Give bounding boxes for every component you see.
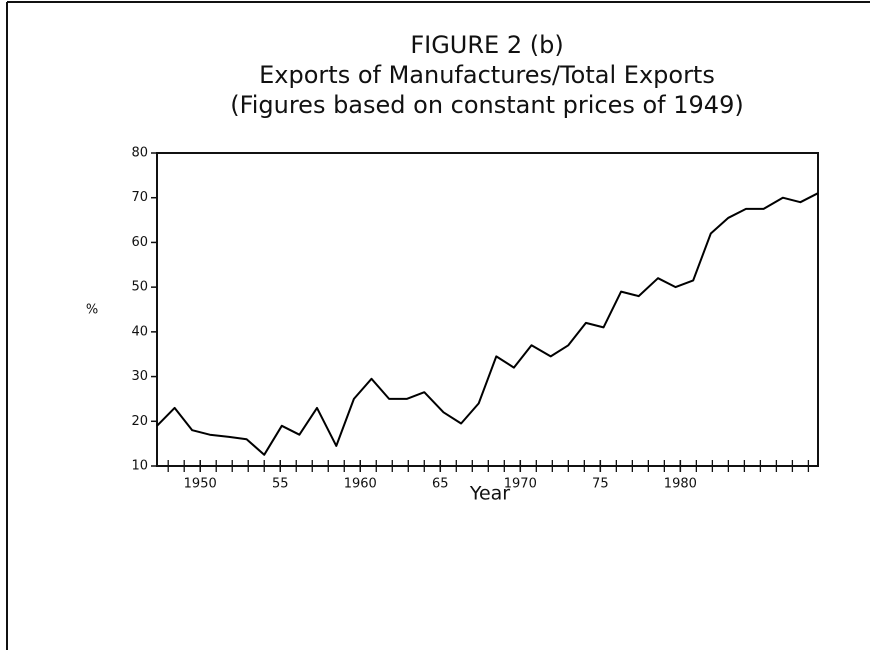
y-tick-label: 60 [131, 235, 148, 250]
y-tick-label: 40 [131, 324, 148, 339]
y-tick-label: 80 [131, 146, 148, 161]
x-tick-label: 1980 [664, 477, 697, 492]
x-tick-label: 1960 [344, 477, 377, 492]
x-axis-label: Year [469, 483, 510, 505]
chart-subtitle: Exports of Manufactures/Total Exports [259, 61, 715, 89]
x-tick-label: 65 [432, 477, 449, 492]
plot-frame [156, 152, 819, 467]
x-tick-label: 55 [272, 477, 289, 492]
y-tick-label: 20 [131, 414, 148, 429]
y-tick-label: 30 [131, 369, 148, 384]
chart-subtitle: (Figures based on constant prices of 194… [230, 91, 743, 119]
y-tick-label: 50 [131, 280, 148, 295]
y-axis-label: % [86, 303, 98, 318]
y-tick-label: 10 [131, 459, 148, 474]
chart-title: FIGURE 2 (b) [410, 31, 563, 59]
x-tick-label: 1950 [184, 477, 217, 492]
y-tick-label: 70 [131, 190, 148, 205]
data-line [156, 192, 819, 456]
x-tick-label: 75 [592, 477, 609, 492]
x-tick-label: 1970 [504, 477, 537, 492]
